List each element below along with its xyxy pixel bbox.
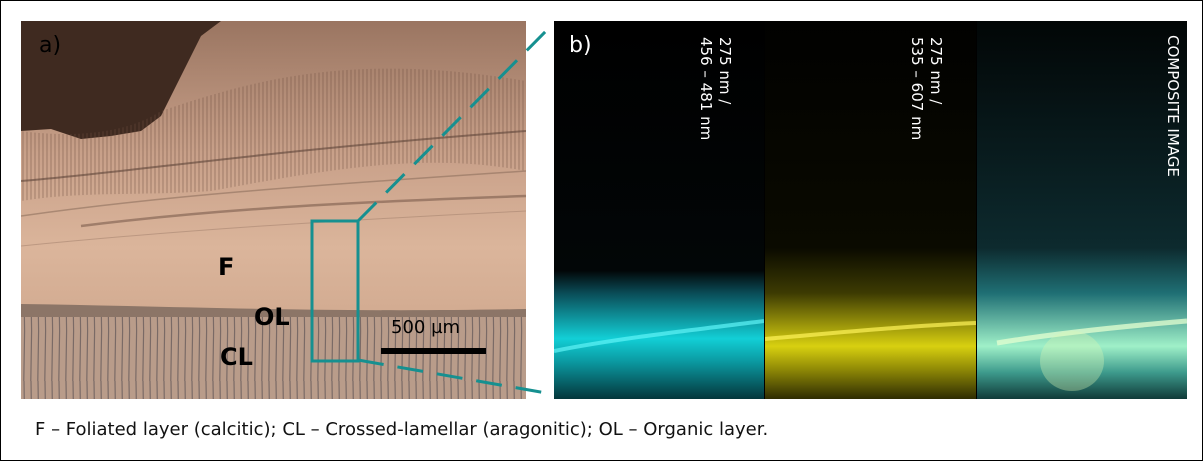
strip-blue-image bbox=[554, 21, 764, 399]
strip-composite-image bbox=[977, 21, 1187, 399]
composite-image-label: COMPOSITE IMAGE bbox=[1163, 35, 1182, 177]
organic-layer-label: OL bbox=[254, 303, 290, 331]
yellow-channel-emission: 535 – 607 nm bbox=[908, 37, 926, 141]
panel-b-label: b) bbox=[569, 33, 592, 58]
micrograph-panel-a bbox=[21, 21, 526, 399]
blue-channel-emission: 456 – 481 nm bbox=[697, 37, 715, 141]
yellow-channel-excitation: 275 nm / bbox=[927, 37, 945, 105]
panel-a-label: a) bbox=[39, 33, 62, 58]
crossed-lamellar-layer-label: CL bbox=[220, 343, 253, 371]
scale-bar bbox=[381, 348, 486, 354]
yellow-channel-wavelength-label: 275 nm / 535 – 607 nm bbox=[907, 37, 945, 140]
fluorescence-strip-yellow bbox=[765, 21, 976, 399]
blue-channel-wavelength-label: 275 nm / 456 – 481 nm bbox=[696, 37, 734, 140]
strip-yellow-image bbox=[765, 21, 976, 399]
micrograph-image bbox=[21, 21, 526, 399]
blue-channel-excitation: 275 nm / bbox=[716, 37, 734, 105]
figure-caption: F – Foliated layer (calcitic); CL – Cros… bbox=[35, 419, 769, 440]
fluorescence-strip-blue bbox=[554, 21, 764, 399]
fluorescence-strip-composite bbox=[977, 21, 1187, 399]
composite-image-title: COMPOSITE IMAGE bbox=[1164, 35, 1182, 177]
scale-bar-label: 500 µm bbox=[391, 317, 461, 338]
fluorescence-panel-b bbox=[554, 21, 1187, 399]
foliated-layer-label: F bbox=[218, 253, 235, 281]
